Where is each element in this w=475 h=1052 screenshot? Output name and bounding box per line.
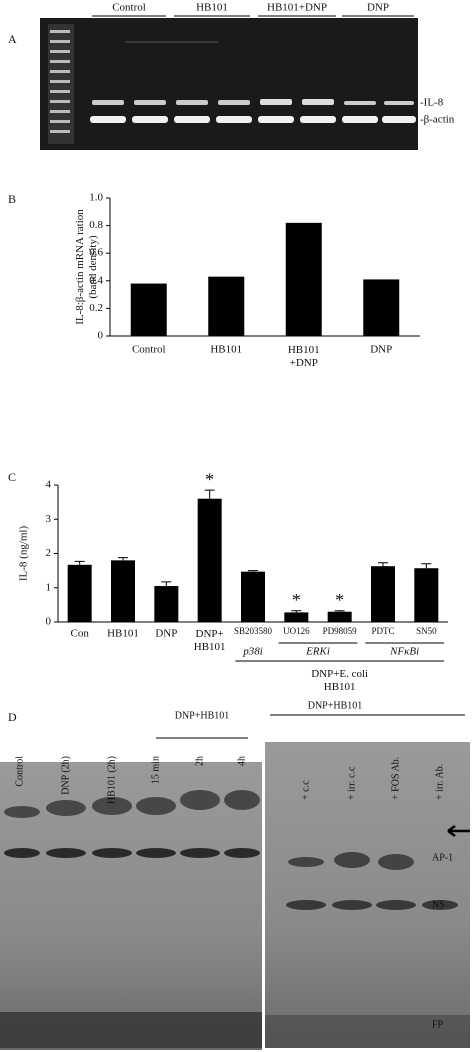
bar <box>197 498 222 622</box>
x-tick-label: UO126 <box>283 626 310 636</box>
lane-label: 15 min <box>150 756 161 784</box>
x-tick-label: DNP+ HB101 <box>194 628 226 653</box>
x-tick-label: Control <box>132 344 166 356</box>
x-tick-label: HB101 +DNP <box>288 344 320 369</box>
gel-d-right <box>265 742 470 1048</box>
bar <box>414 568 439 622</box>
lane-label: + FOS Ab. <box>390 757 401 800</box>
y-tick-label: 1.0 <box>89 192 103 204</box>
bar <box>371 566 395 622</box>
y-tick-label: 4 <box>46 479 52 491</box>
band-label: FP <box>432 1019 444 1030</box>
x-tick-label: PD98059 <box>323 626 358 636</box>
x-tick-label: HB101 <box>107 628 139 640</box>
lane-label: 2h <box>194 756 205 766</box>
annotation: * <box>292 590 301 610</box>
error-bar <box>74 560 85 565</box>
y-tick-label: 0.8 <box>89 219 103 231</box>
y-tick-label: 0.6 <box>89 247 103 259</box>
bar <box>241 571 265 622</box>
bar <box>284 612 309 622</box>
error-bar <box>291 610 302 613</box>
error-bar <box>161 581 172 587</box>
y-tick-label: 1 <box>46 581 52 593</box>
lane-label: HB101+DNP <box>267 2 327 14</box>
group-label: DNP+HB101 <box>175 710 230 721</box>
annotation: * <box>335 590 344 610</box>
bar <box>363 279 400 336</box>
group-label: NFκBi <box>389 646 419 658</box>
panel-label: D <box>8 710 17 724</box>
x-tick-label: SB203580 <box>234 626 273 636</box>
arrow <box>447 824 470 838</box>
y-tick-label: 0 <box>46 616 52 628</box>
lane-label: HB101 (2h) <box>106 756 117 804</box>
panel-label: C <box>8 470 16 484</box>
group-label: ERKi <box>305 646 330 658</box>
lane-label: HB101 <box>196 2 228 14</box>
band-label: AP-1 <box>432 852 453 863</box>
bar <box>130 283 167 336</box>
x-tick-label: Con <box>70 628 89 640</box>
error-bar <box>248 570 258 572</box>
bar <box>285 222 322 336</box>
panel-label: A <box>8 32 17 46</box>
group-label: DNP+HB101 <box>308 700 363 711</box>
x-tick-label: HB101 <box>210 344 242 356</box>
gel-d-left <box>0 762 262 1050</box>
y-tick-label: 0.2 <box>89 302 103 314</box>
y-axis-label: IL-8 (ng/ml) <box>18 526 30 582</box>
x-tick-label: DNP <box>370 344 392 356</box>
y-axis-label: IL-8:β-actin mRNA ration(band density) <box>74 209 99 325</box>
bar <box>154 586 179 622</box>
group-title: DNP+E. coli HB101 <box>311 668 368 693</box>
band-label: -β-actin <box>420 114 455 126</box>
y-tick-label: 0 <box>98 330 104 342</box>
y-tick-label: 0.4 <box>89 274 103 286</box>
x-tick-label: PDTC <box>371 626 394 636</box>
error-bar <box>204 489 215 499</box>
lane-label: + c.c <box>300 780 311 800</box>
band-label: -IL-8 <box>420 97 444 109</box>
lane-label: DNP (2h) <box>60 756 71 795</box>
bar <box>111 560 135 622</box>
error-bar <box>421 563 432 569</box>
lane-label: + irr. c.c <box>346 766 357 800</box>
lane-label: 4h <box>236 756 247 766</box>
bar <box>67 564 92 622</box>
error-bar <box>118 557 128 561</box>
panel-label: B <box>8 192 16 206</box>
error-bar <box>334 610 345 612</box>
lane-label: DNP <box>367 2 389 14</box>
bar <box>327 611 352 622</box>
lane-label: Control <box>112 2 146 14</box>
x-tick-label: SN50 <box>416 626 437 636</box>
x-tick-label: DNP <box>155 628 177 640</box>
bar <box>208 276 245 336</box>
group-label: p38i <box>242 646 263 658</box>
y-tick-label: 3 <box>46 513 52 525</box>
band-label: NS <box>432 899 445 910</box>
annotation: * <box>205 469 214 489</box>
gel-a <box>40 18 418 150</box>
error-bar <box>378 562 388 567</box>
lane-label: Control <box>14 756 25 787</box>
lane-label: + irr. Ab. <box>434 764 445 800</box>
y-tick-label: 2 <box>46 547 52 559</box>
